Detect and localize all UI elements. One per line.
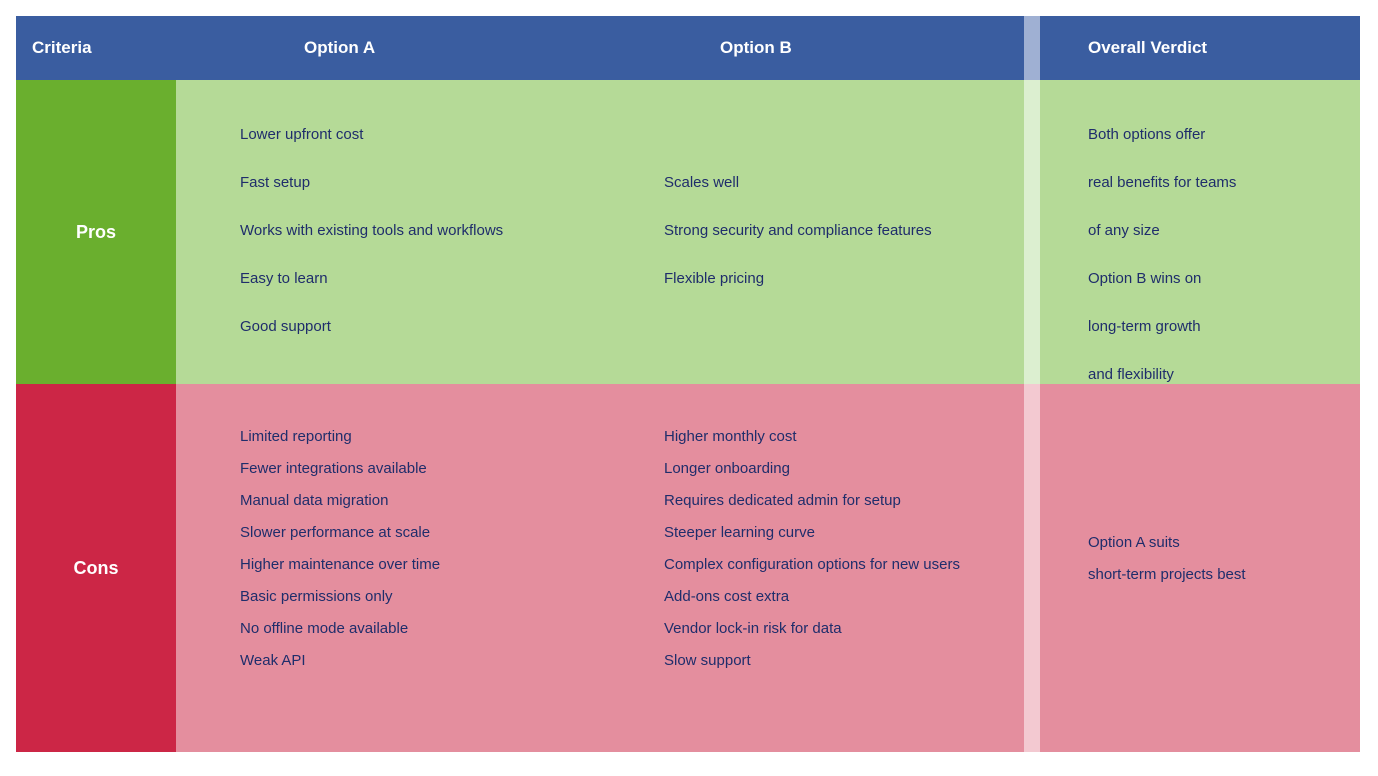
cell-text: real benefits for teams: [1088, 174, 1237, 191]
cell-text: Both options offer: [1088, 126, 1206, 143]
cell-text: Strong security and compliance features: [664, 222, 932, 239]
cell-text: Vendor lock-in risk for data: [664, 620, 842, 637]
cell-text: Option B wins on: [1088, 270, 1202, 287]
column-divider: [1024, 16, 1040, 80]
table-cell: Both options offer real benefits for team…: [1040, 80, 1360, 384]
header-cell: Overall Verdict: [1040, 16, 1360, 80]
table-cell: Limited reporting Fewer integrations avai…: [176, 384, 620, 752]
table-cell: Higher monthly cost Longer onboarding Requ…: [620, 384, 1024, 752]
table-cell: Lower upfront cost Fast setup Works with e…: [176, 80, 620, 384]
row-label: Pros: [16, 80, 176, 384]
cell-text: Limited reporting: [240, 428, 352, 445]
cell-text: Scales well: [664, 174, 740, 191]
cell-text: Steeper learning curve: [664, 524, 815, 541]
column-divider: [1024, 80, 1040, 384]
cell-text: Flexible pricing: [664, 270, 765, 287]
cell-text: Option A suits: [1088, 534, 1180, 551]
cell-text: Fast setup: [240, 174, 311, 191]
cell-text: Requires dedicated admin for setup: [664, 492, 901, 509]
cell-text: of any size: [1088, 222, 1160, 239]
cell-text: Higher maintenance over time: [240, 556, 441, 573]
cell-text: Manual data migration: [240, 492, 389, 509]
cell-text: Add-ons cost extra: [664, 588, 790, 605]
row-label: Cons: [16, 384, 176, 752]
table-cell: Scales well Strong security and complianc…: [620, 80, 1024, 384]
cell-text: Fewer integrations available: [240, 460, 427, 477]
cell-text: Longer onboarding: [664, 460, 790, 477]
cell-text: Lower upfront cost: [240, 126, 364, 143]
header-cell: Option A: [176, 16, 620, 80]
table-cell: Option A suits short-term projects best: [1040, 384, 1360, 752]
cell-text: and flexibility: [1088, 366, 1174, 383]
cell-text: Slower performance at scale: [240, 524, 431, 541]
header-cell: Option B: [620, 16, 1024, 80]
header-cell: Criteria: [16, 16, 176, 80]
cell-text: Works with existing tools and workflows: [240, 222, 504, 239]
cell-text: Basic permissions only: [240, 588, 393, 605]
cell-text: short-term projects best: [1088, 566, 1246, 583]
cell-text: Higher monthly cost: [664, 428, 797, 445]
cell-text: Complex configuration options for new us…: [664, 556, 960, 573]
column-divider: [1024, 384, 1040, 752]
cell-text: Good support: [240, 318, 331, 335]
comparison-table: Criteria Option A Option B Overall Verdict P…: [16, 16, 1360, 752]
cell-text: Slow support: [664, 652, 751, 669]
cell-text: long-term growth: [1088, 318, 1201, 335]
cell-text: Easy to learn: [240, 270, 328, 287]
cell-text: Weak API: [240, 652, 306, 669]
cell-text: No offline mode available: [240, 620, 409, 637]
